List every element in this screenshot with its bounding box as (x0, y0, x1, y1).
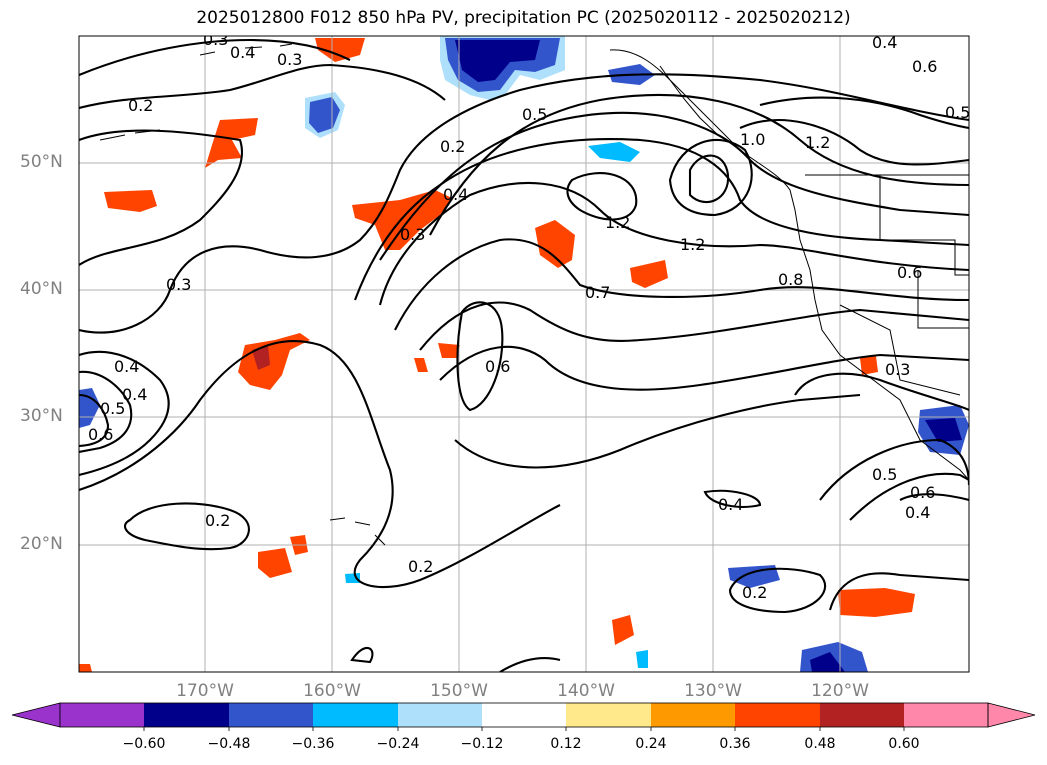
contour-label: 0.2 (128, 96, 153, 115)
lon-label: 160°W (303, 681, 361, 701)
contour-label: 0.2 (205, 511, 230, 530)
contour-label: 0.3 (166, 275, 191, 294)
contour-label: 0.5 (945, 103, 970, 122)
contour-label: 0.5 (100, 399, 125, 418)
lon-label: 120°W (811, 681, 869, 701)
colorbar-tick-label: −0.24 (376, 736, 420, 752)
colorbar-tick-label: 0.12 (550, 736, 582, 752)
contour-label: 1.2 (680, 235, 705, 254)
contour-label: 0.4 (230, 43, 255, 62)
contour-label: 0.5 (872, 465, 897, 484)
contour-label: 0.3 (277, 50, 302, 69)
lon-label: 140°W (557, 681, 615, 701)
contour-label: 0.6 (910, 483, 935, 502)
contour-label: 0.6 (88, 425, 113, 444)
lat-label: 20°N (20, 534, 63, 554)
contour-label: 0.3 (203, 30, 228, 49)
pv-contours (79, 38, 969, 672)
contour-label: 0.3 (885, 360, 910, 379)
contour-label: 0.2 (742, 583, 767, 602)
lon-label: 170°W (176, 681, 234, 701)
lon-label: 130°W (684, 681, 742, 701)
lat-label: 40°N (20, 279, 63, 299)
lat-label: 50°N (20, 152, 63, 172)
contour-label: 0.5 (522, 105, 547, 124)
contour-label: 0.6 (912, 57, 937, 76)
lat-label: 30°N (20, 406, 63, 426)
contour-label: 0.6 (485, 357, 510, 376)
contour-label: 0.6 (897, 263, 922, 282)
contour-label: 1.2 (805, 133, 830, 152)
colorbar-tick-label: −0.60 (122, 736, 166, 752)
contour-label: 1.2 (605, 213, 630, 232)
contour-label: 0.2 (408, 557, 433, 576)
contour-label: 0.3 (400, 225, 425, 244)
map-title: 2025012800 F012 850 hPa PV, precipitatio… (196, 8, 851, 28)
graticule (79, 36, 969, 672)
contour-label: 0.4 (114, 357, 139, 376)
contour-label: 0.2 (440, 137, 465, 156)
colorbar-tick-label: 0.24 (635, 736, 667, 752)
contour-label: 0.4 (718, 495, 743, 514)
colorbar (11, 702, 1036, 731)
colorbar-tick-label: 0.60 (888, 736, 920, 752)
colorbar-tick-label: −0.48 (207, 736, 251, 752)
contour-label: 0.4 (872, 33, 897, 52)
contour-label: 0.8 (778, 270, 803, 289)
contour-label: 1.0 (740, 130, 765, 149)
colorbar-tick-label: 0.48 (804, 736, 836, 752)
contour-labels: 0.4 0.3 0.3 0.2 0.2 0.5 0.4 1.2 1.2 1.2 … (88, 30, 970, 602)
colorbar-tick-label: 0.36 (719, 736, 751, 752)
map-frame (78, 35, 970, 673)
colorbar-tick-label: −0.36 (291, 736, 335, 752)
lon-label: 150°W (430, 681, 488, 701)
contour-label: 0.4 (905, 503, 930, 522)
contour-label: 0.4 (122, 385, 147, 404)
contour-label: 0.4 (443, 185, 468, 204)
colorbar-tick-label: −0.12 (460, 736, 504, 752)
contour-label: 0.7 (585, 283, 610, 302)
